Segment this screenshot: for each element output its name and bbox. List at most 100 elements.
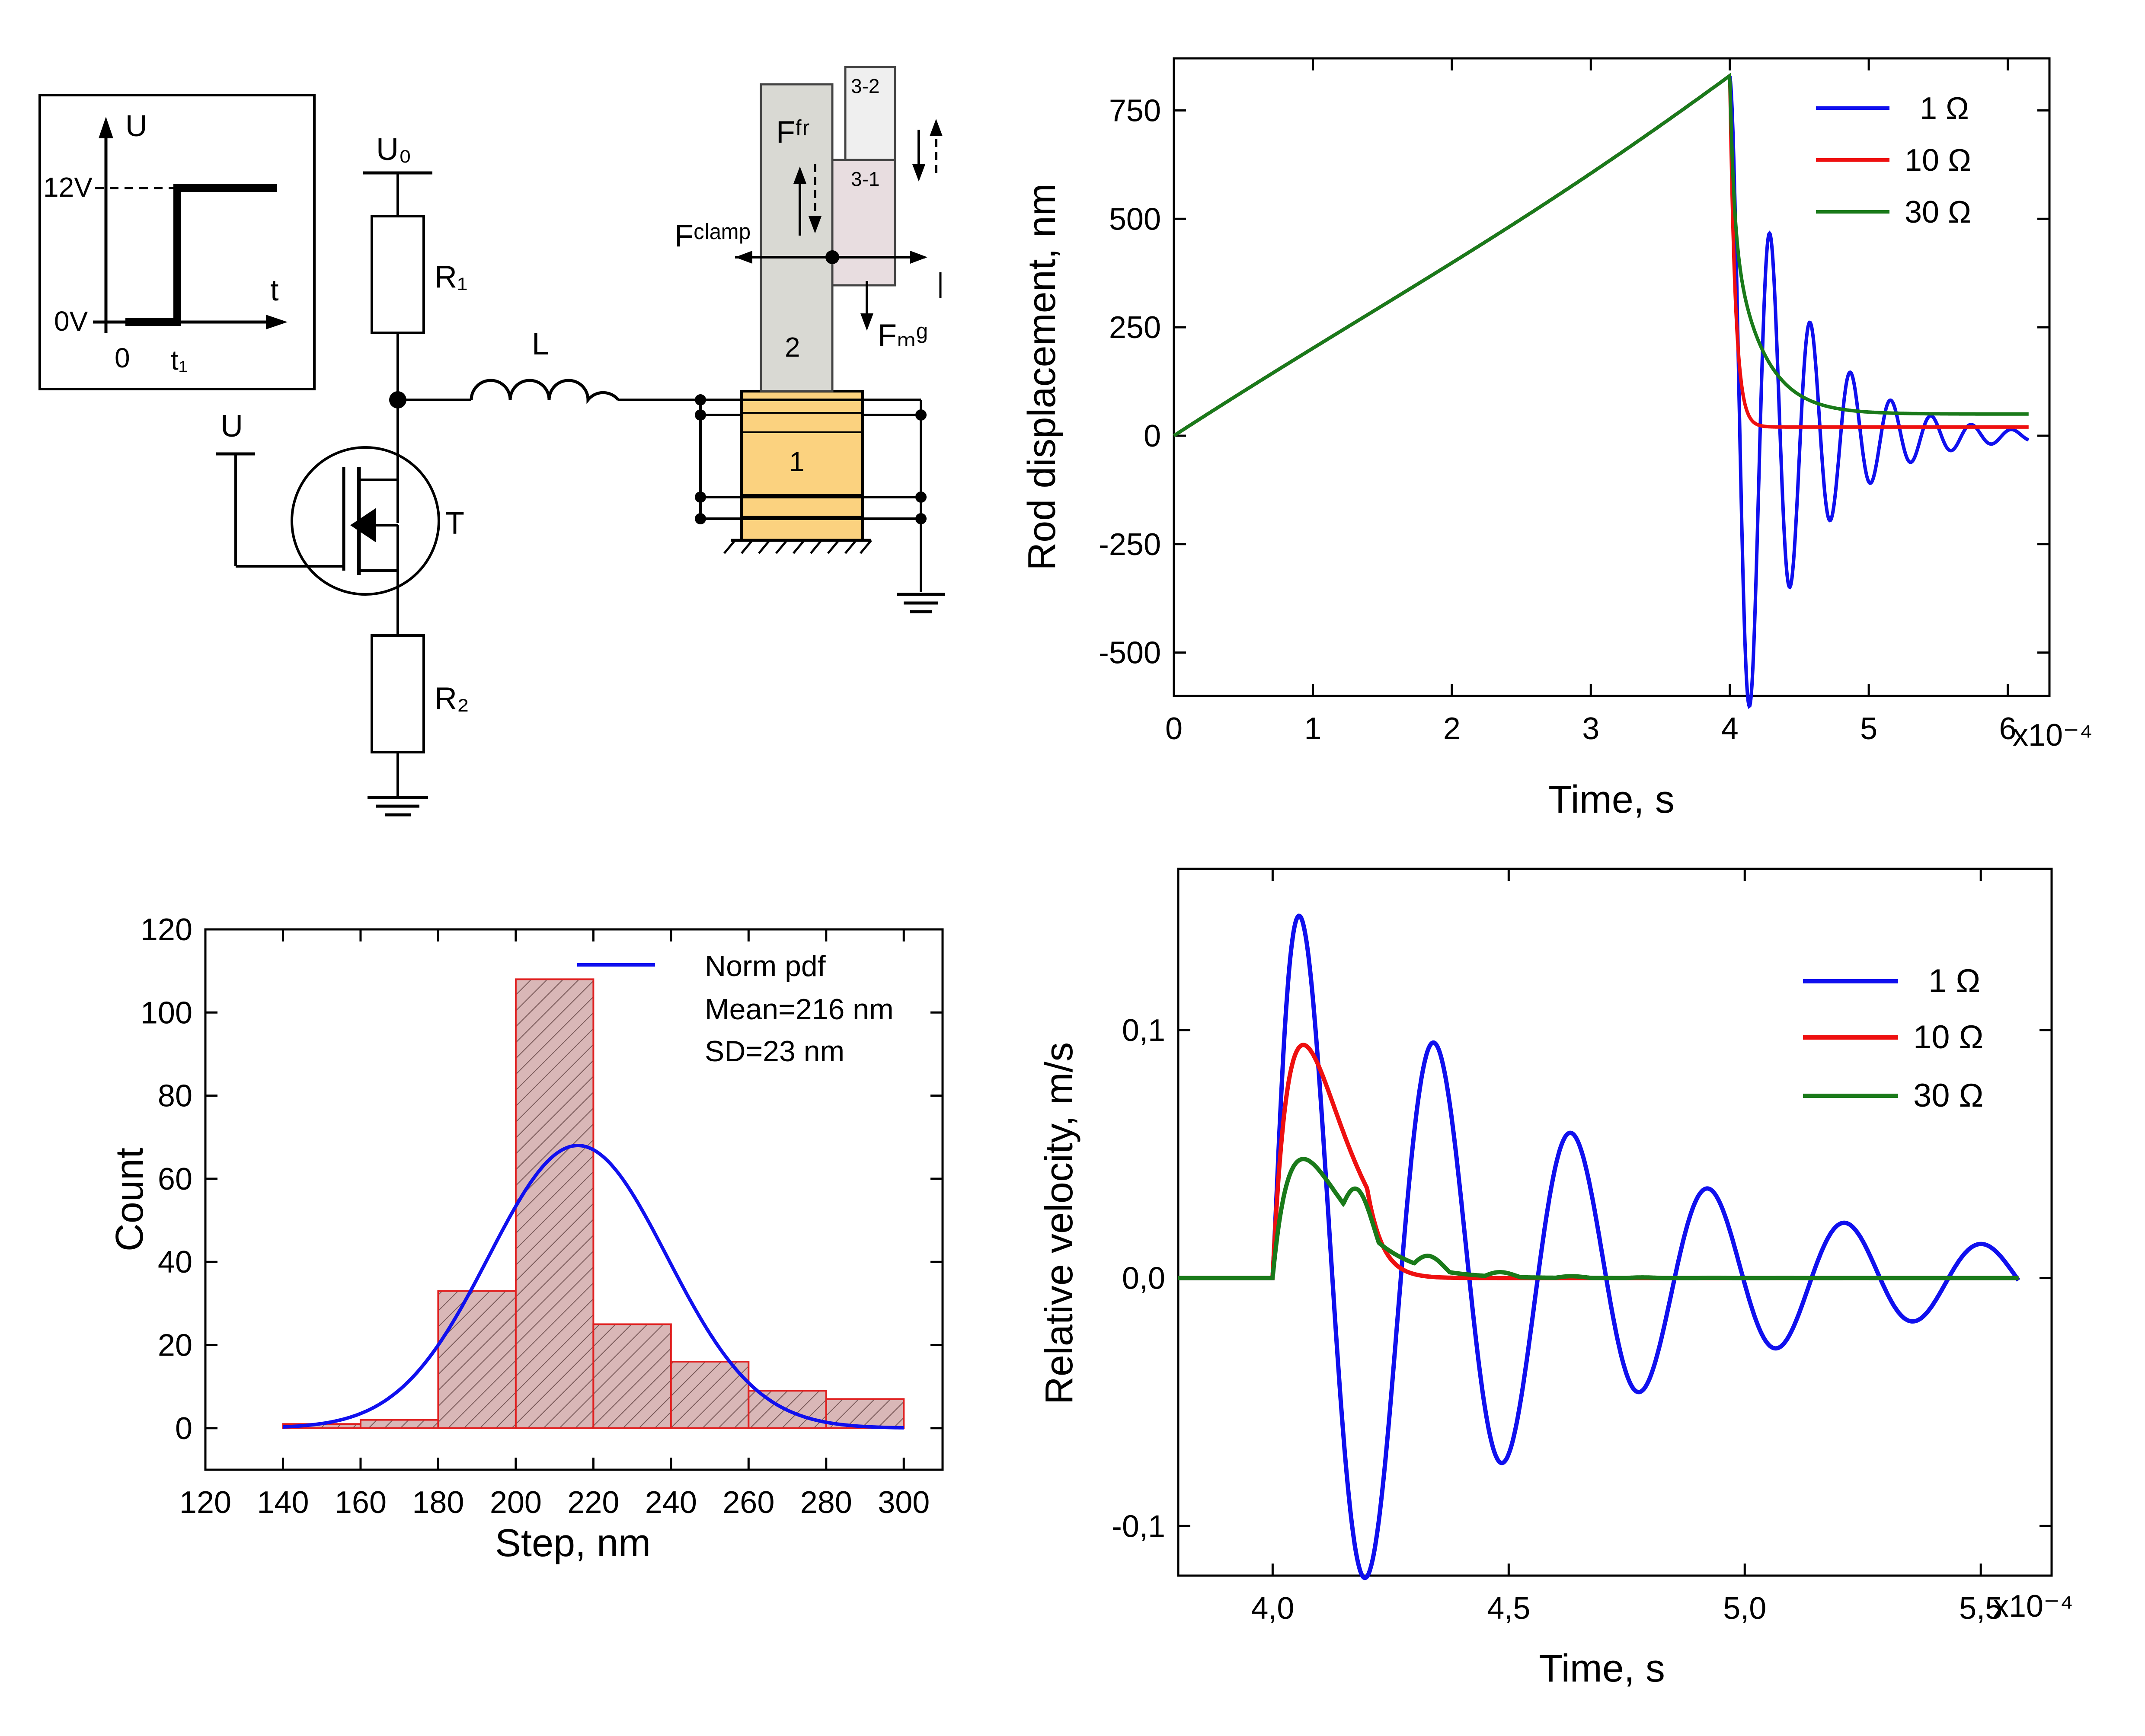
y-tick-label: 750 bbox=[1109, 93, 1161, 128]
x-tick-label: 0 bbox=[1165, 712, 1183, 746]
legend: Norm pdf Mean=216 nm SD=23 nm bbox=[577, 950, 894, 1068]
resistor-r1 bbox=[371, 215, 425, 334]
norm-pdf-curve bbox=[283, 1144, 904, 1430]
series-line-1 bbox=[1173, 73, 2030, 709]
x-tick-label: 120 bbox=[179, 1485, 231, 1520]
y-tick-label: 100 bbox=[141, 996, 192, 1030]
x-multiplier: x10⁻⁴ bbox=[2013, 718, 2093, 753]
legend-label-1ohm: 1 Ω bbox=[1928, 963, 1980, 999]
legend-label-10ohm: 10 Ω bbox=[1913, 1019, 1983, 1056]
y-axis-label: Count bbox=[108, 1148, 151, 1251]
histogram-bar bbox=[515, 978, 595, 1429]
histogram-bar bbox=[670, 1361, 750, 1429]
x-tick-label: 6 bbox=[1999, 712, 2017, 746]
block2-label: 2 bbox=[785, 332, 800, 363]
r1-label: R₁ bbox=[435, 260, 467, 294]
fclamp-label: Fᶜˡᵃᵐᵖ bbox=[675, 219, 751, 253]
stack-label: 1 bbox=[789, 446, 805, 477]
displacement-chart: 0 1 2 3 4 5 6 -500 -250 0 250 500 750 Time, s Rod di… bbox=[1020, 57, 2093, 821]
gate-u-label: U bbox=[221, 409, 243, 444]
x-tick-label: 160 bbox=[335, 1485, 387, 1520]
inset-0v-label: 0V bbox=[54, 306, 88, 337]
series-line-3 bbox=[1173, 73, 2029, 437]
block-3-1 bbox=[831, 159, 896, 287]
x-axis-label: Time, s bbox=[1539, 1647, 1665, 1690]
histogram-chart: 120 140 160 180 200 220 240 260 280 300 0 20 40 60 80 1… bbox=[108, 913, 944, 1565]
y-tick-label: -250 bbox=[1099, 527, 1161, 562]
histogram-bar bbox=[359, 1419, 439, 1429]
legend-label-1ohm: 1 Ω bbox=[1920, 91, 1969, 126]
velocity-chart: 4,0 4,5 5,0 5,5 -0,1 0,0 0,1 Time, s Relative … bbox=[1038, 868, 2073, 1690]
r2-label: R₂ bbox=[435, 681, 469, 716]
block31-label: 3-1 bbox=[851, 168, 879, 190]
y-tick-label: -0,1 bbox=[1112, 1509, 1165, 1544]
series-line-1 bbox=[1178, 913, 2020, 1580]
y-tick-label: 40 bbox=[158, 1245, 192, 1280]
x-tick-label: 280 bbox=[800, 1485, 852, 1520]
x-tick-label: 300 bbox=[878, 1485, 930, 1520]
ground-symbol-right bbox=[897, 593, 945, 613]
y-tick-label: 0,1 bbox=[1122, 1013, 1165, 1048]
legend-label-30ohm: 30 Ω bbox=[1913, 1077, 1983, 1114]
legend-label-10ohm: 10 Ω bbox=[1905, 143, 1971, 178]
x-tick-label: 180 bbox=[412, 1485, 464, 1520]
x-tick-label: 1 bbox=[1304, 712, 1321, 746]
fmg-label: Fₘᵍ bbox=[878, 318, 928, 353]
piezo-stack: 1 bbox=[695, 390, 927, 592]
x-tick-label: 3 bbox=[1582, 712, 1599, 746]
x-tick-label: 5,0 bbox=[1723, 1591, 1766, 1626]
block-3-2 bbox=[844, 66, 896, 161]
u0-label: U₀ bbox=[376, 132, 412, 167]
inductor-l bbox=[470, 379, 620, 404]
inset-t-label: t bbox=[270, 273, 278, 307]
x-tick-label: 4,5 bbox=[1487, 1591, 1530, 1626]
y-axis-label: Rod displacement, nm bbox=[1020, 183, 1064, 570]
y-tick-label: 120 bbox=[141, 913, 192, 947]
l-label: L bbox=[532, 327, 549, 361]
ground-symbol-left bbox=[368, 796, 428, 817]
block32-label: 3-2 bbox=[851, 75, 879, 97]
x-tick-label: 2 bbox=[1443, 712, 1461, 746]
y-tick-label: 60 bbox=[158, 1162, 192, 1197]
legend: 1 Ω 10 Ω 30 Ω bbox=[1803, 963, 1983, 1114]
x-tick-label: 240 bbox=[645, 1485, 697, 1520]
legend-label-30ohm: 30 Ω bbox=[1905, 195, 1971, 230]
t-label: T bbox=[445, 506, 464, 541]
y-tick-label: 250 bbox=[1109, 310, 1161, 345]
x-tick-label: 5,5 bbox=[1959, 1591, 2002, 1626]
x-multiplier: x10⁻⁴ bbox=[1993, 1589, 2073, 1624]
ffr-label: Fᶠʳ bbox=[776, 115, 810, 150]
x-tick-label: 4,0 bbox=[1251, 1591, 1294, 1626]
y-tick-label: 80 bbox=[158, 1079, 192, 1114]
force-arrows bbox=[735, 119, 943, 331]
legend-label-norm-pdf: Norm pdf bbox=[705, 950, 826, 983]
inset-12v-label: 12V bbox=[43, 172, 93, 203]
y-tick-label: -500 bbox=[1099, 636, 1161, 670]
block-2 bbox=[760, 83, 834, 393]
inset-u-label: U bbox=[125, 109, 147, 143]
plot-frame bbox=[1177, 868, 2053, 1577]
annotation-mean: Mean=216 nm bbox=[705, 993, 894, 1026]
x-axis-label: Time, s bbox=[1548, 778, 1675, 821]
plot-frame bbox=[1173, 57, 2051, 697]
x-tick-label: 5 bbox=[1860, 712, 1877, 746]
histogram-bar bbox=[592, 1323, 672, 1429]
legend: 1 Ω 10 Ω 30 Ω bbox=[1816, 91, 1971, 230]
x-tick-label: 220 bbox=[567, 1485, 619, 1520]
series-line-2 bbox=[1173, 72, 2029, 437]
y-axis-label: Relative velocity, m/s bbox=[1038, 1042, 1081, 1405]
x-tick-label: 260 bbox=[722, 1485, 774, 1520]
annotation-sd: SD=23 nm bbox=[705, 1035, 844, 1068]
series-line-3 bbox=[1178, 1157, 2019, 1280]
inset-t1-label: t₁ bbox=[171, 345, 188, 376]
y-tick-label: 0 bbox=[175, 1411, 192, 1446]
transistor-t bbox=[216, 446, 440, 635]
x-tick-label: 4 bbox=[1721, 712, 1739, 746]
inset-zero-label: 0 bbox=[115, 342, 130, 373]
voltage-step-inset: U t 12V 0V 0 t₁ bbox=[38, 94, 316, 390]
y-tick-label: 20 bbox=[158, 1328, 192, 1363]
y-tick-label: 0 bbox=[1144, 419, 1161, 453]
histogram-bar bbox=[437, 1290, 517, 1429]
y-tick-label: 500 bbox=[1109, 202, 1161, 236]
x-tick-label: 200 bbox=[490, 1485, 542, 1520]
